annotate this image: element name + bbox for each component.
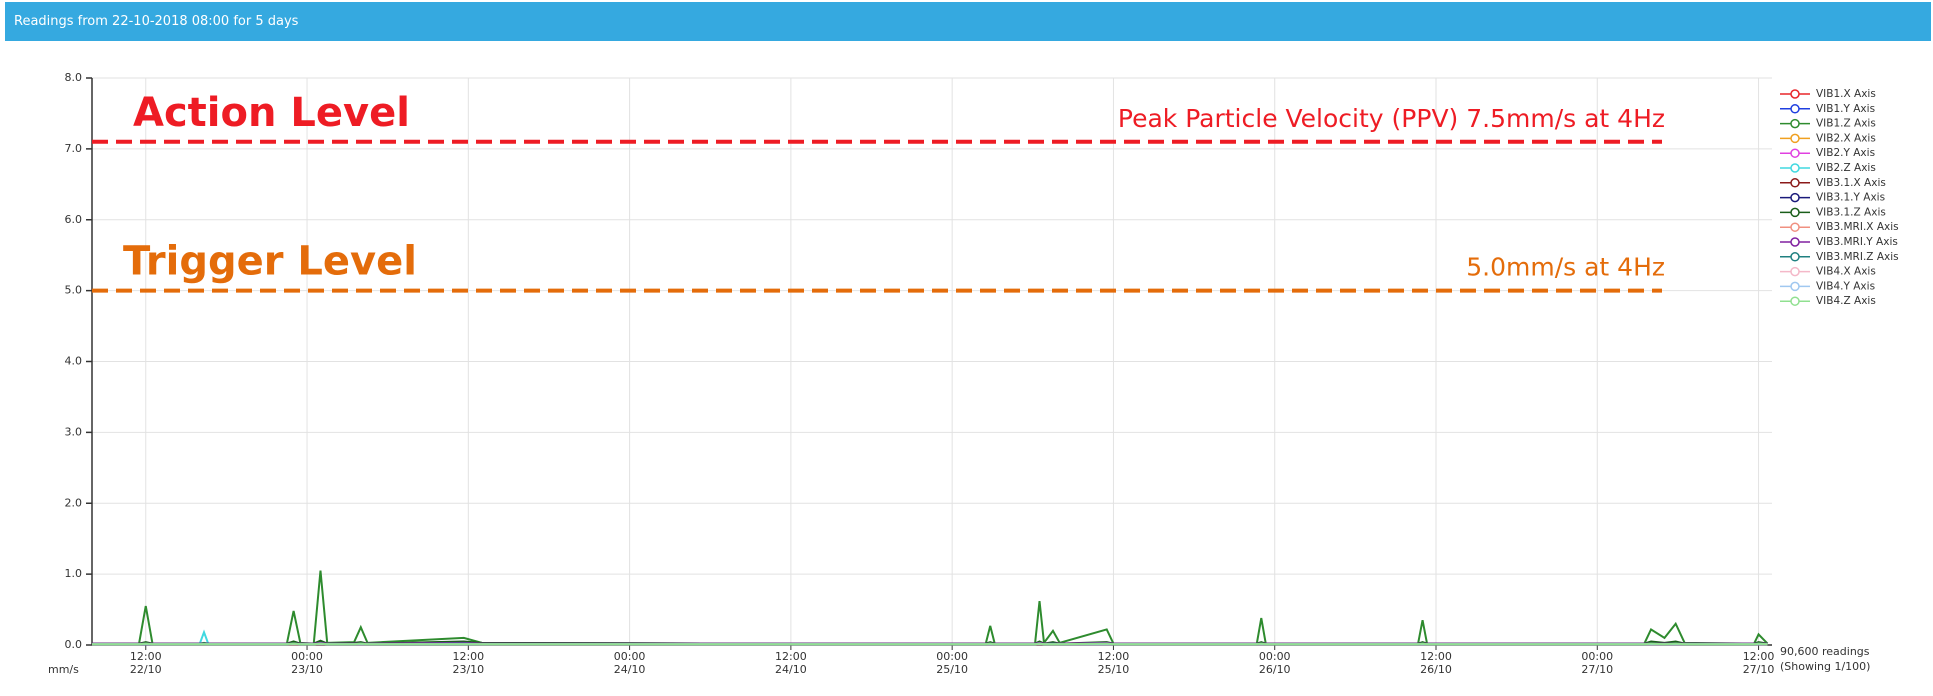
legend-label: VIB1.X Axis <box>1816 88 1876 100</box>
reference-label: Trigger Level <box>123 239 417 285</box>
legend-label: VIB2.X Axis <box>1816 132 1876 144</box>
x-tick-label: 00:00 25/10 <box>936 650 968 676</box>
series-line <box>92 570 1769 646</box>
y-tick-label: 1.0 <box>65 567 83 580</box>
legend-label: VIB3.1.X Axis <box>1816 177 1886 189</box>
legend-marker <box>1790 148 1800 158</box>
x-tick-label: 00:00 24/10 <box>613 650 646 676</box>
legend-marker <box>1790 266 1800 277</box>
y-unit: mm/s <box>48 663 79 676</box>
y-tick-label: 7.0 <box>65 142 83 155</box>
header-title: Readings from 22-10-2018 08:00 for 5 day… <box>14 14 299 29</box>
legend-label: VIB3.1.Y Axis <box>1816 192 1885 204</box>
y-tick-label: 2.0 <box>65 496 83 509</box>
y-tick-label: 0.0 <box>65 638 83 651</box>
x-tick-label: 00:00 27/10 <box>1581 650 1614 676</box>
legend-marker <box>1790 222 1800 232</box>
legend-label: VIB1.Z Axis <box>1816 118 1876 130</box>
legend-marker <box>1790 207 1800 218</box>
reference-note: Peak Particle Velocity (PPV) 7.5mm/s at … <box>1118 104 1665 133</box>
series-line <box>92 642 1768 646</box>
y-tick-label: 3.0 <box>65 425 83 438</box>
x-tick-label: 12:00 24/10 <box>775 650 807 676</box>
legend-marker <box>1790 192 1800 203</box>
x-tick-label: 12:00 27/10 <box>1742 650 1775 676</box>
y-tick-label: 4.0 <box>65 355 83 368</box>
legend-label: VIB4.Z Axis <box>1816 295 1876 307</box>
legend-marker <box>1790 104 1800 114</box>
reference-label: Action Level <box>133 90 410 136</box>
x-tick-label: 12:00 23/10 <box>452 650 485 676</box>
x-tick-label: 00:00 26/10 <box>1258 650 1291 676</box>
legend-label: VIB2.Z Axis <box>1816 162 1876 174</box>
legend-marker <box>1790 89 1800 99</box>
readings-count: 90,600 readings <box>1780 645 1870 658</box>
y-tick-label: 5.0 <box>65 284 83 297</box>
showing-ratio: (Showing 1/100) <box>1780 660 1871 673</box>
legend-label: VIB4.Y Axis <box>1816 280 1875 292</box>
legend-marker <box>1790 178 1800 188</box>
x-tick-label: 00:00 23/10 <box>291 650 323 676</box>
y-tick-label: 6.0 <box>65 213 83 226</box>
legend-marker <box>1790 237 1800 247</box>
legend-marker <box>1790 118 1800 129</box>
legend-marker <box>1790 133 1800 144</box>
x-tick-label: 12:00 26/10 <box>1420 650 1452 676</box>
y-tick-label: 8.0 <box>65 71 83 84</box>
legend-marker <box>1790 163 1800 173</box>
legend-marker <box>1790 296 1800 306</box>
x-tick-label: 12:00 22/10 <box>129 650 162 676</box>
legend-marker <box>1790 281 1800 292</box>
legend-label: VIB4.X Axis <box>1816 266 1876 278</box>
legend-label: VIB3.MRI.Z Axis <box>1816 251 1899 263</box>
reference-note: 5.0mm/s at 4Hz <box>1466 253 1665 282</box>
x-tick-label: 12:00 25/10 <box>1097 650 1130 676</box>
header-bar: Readings from 22-10-2018 08:00 for 5 day… <box>5 2 1931 41</box>
legend-label: VIB2.Y Axis <box>1816 147 1875 159</box>
legend-label: VIB1.Y Axis <box>1816 103 1875 115</box>
legend-label: VIB3.MRI.X Axis <box>1816 221 1899 233</box>
legend-label: VIB3.1.Z Axis <box>1816 206 1886 218</box>
legend-label: VIB3.MRI.Y Axis <box>1816 236 1898 248</box>
legend-marker <box>1790 252 1800 262</box>
